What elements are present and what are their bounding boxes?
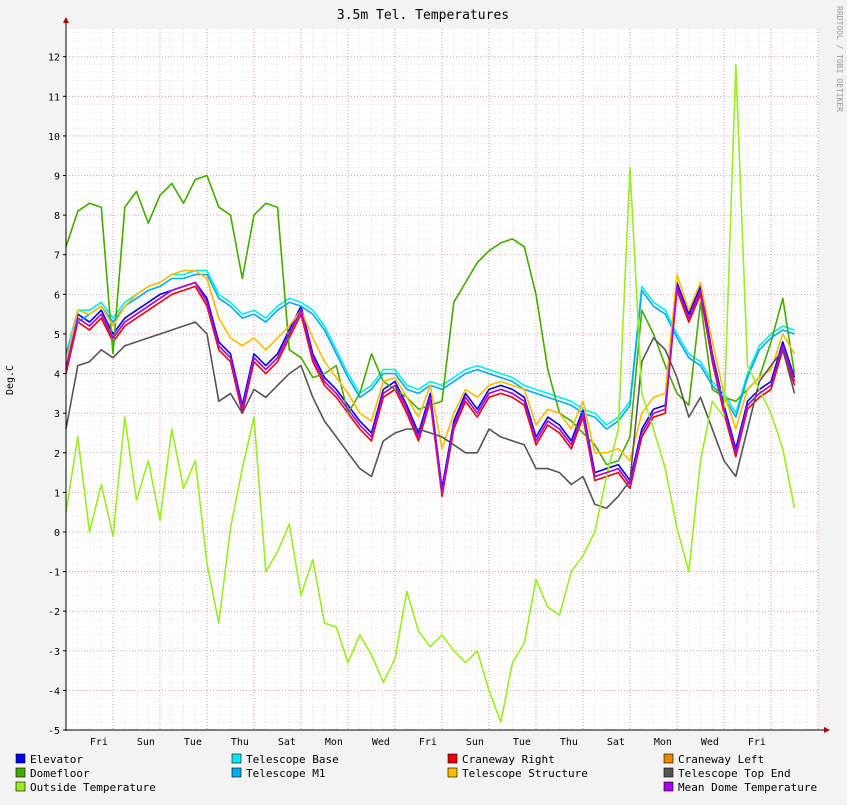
x-tick-label: Sun [466, 737, 484, 748]
y-tick-label: 1 [54, 488, 60, 499]
y-tick-label: 2 [54, 449, 60, 460]
legend-label: Domefloor [30, 767, 90, 780]
y-tick-label: 0 [54, 528, 60, 539]
legend-swatch [15, 781, 26, 792]
y-tick-label: 12 [48, 53, 60, 64]
y-tick-label: 10 [48, 132, 60, 143]
legend-label: Telescope M1 [246, 767, 325, 780]
x-tick-label: Sat [278, 737, 296, 748]
x-tick-label: Fri [90, 737, 108, 748]
y-tick-label: -5 [48, 726, 60, 737]
legend-swatch [231, 753, 242, 764]
x-tick-label: Sun [137, 737, 155, 748]
x-tick-label: Wed [701, 737, 719, 748]
x-tick-label: Sat [607, 737, 625, 748]
y-tick-label: 11 [48, 92, 60, 103]
series-line-telescope-top-end [65, 321, 796, 510]
legend-label: Elevator [30, 753, 83, 766]
x-tick-label: Mon [325, 737, 343, 748]
x-tick-label: Mon [654, 737, 672, 748]
legend: Elevator Telescope Base Craneway Right Cran… [15, 753, 817, 794]
legend-swatch [15, 753, 26, 764]
x-tick-label: Thu [560, 737, 578, 748]
legend-label: Craneway Left [678, 753, 764, 766]
legend-label: Outside Temperature [30, 781, 156, 794]
legend-label: Telescope Top End [678, 767, 791, 780]
x-tick-label: Wed [372, 737, 390, 748]
y-axis-arrow-icon [63, 17, 69, 23]
plot-canvas [66, 29, 818, 730]
chart-title: 3.5m Tel. Temperatures [337, 8, 509, 23]
y-tick-label: 7 [54, 251, 60, 262]
y-tick-label: 4 [54, 370, 60, 381]
legend-swatch [663, 767, 674, 778]
y-tick-label: -4 [48, 686, 60, 697]
y-tick-label: 9 [54, 172, 60, 183]
legend-label: Mean Dome Temperature [678, 781, 817, 794]
legend-swatch [15, 767, 26, 778]
x-tick-label: Thu [231, 737, 249, 748]
legend-swatch [663, 781, 674, 792]
x-tick-label: Tue [513, 737, 531, 748]
legend-label: Telescope Base [246, 753, 339, 766]
y-tick-label: 3 [54, 409, 60, 420]
legend-label: Telescope Structure [462, 767, 588, 780]
watermark: RRDTOOL / TOBI OETIKER [835, 6, 844, 112]
y-tick-label: -2 [48, 607, 60, 618]
legend-swatch [447, 767, 458, 778]
y-tick-label: -1 [48, 568, 60, 579]
y-tick-label: -3 [48, 647, 60, 658]
x-tick-label: Tue [184, 737, 202, 748]
series-line-mean-dome-temperature [65, 281, 796, 494]
y-tick-label: 6 [54, 290, 60, 301]
y-tick-label: 5 [54, 330, 60, 341]
legend-label: Craneway Right [462, 753, 555, 766]
y-tick-label: 8 [54, 211, 60, 222]
series-line-outside-temperature [65, 63, 796, 723]
legend-swatch [447, 753, 458, 764]
legend-swatch [231, 767, 242, 778]
x-axis-arrow-icon [824, 727, 830, 733]
series-line-telescope-structure [65, 269, 796, 462]
series-line-domefloor [65, 174, 796, 466]
legend-swatch [663, 753, 674, 764]
x-tick-label: Fri [419, 737, 437, 748]
y-axis-label: Deg.C [5, 365, 16, 395]
x-tick-label: Fri [748, 737, 766, 748]
